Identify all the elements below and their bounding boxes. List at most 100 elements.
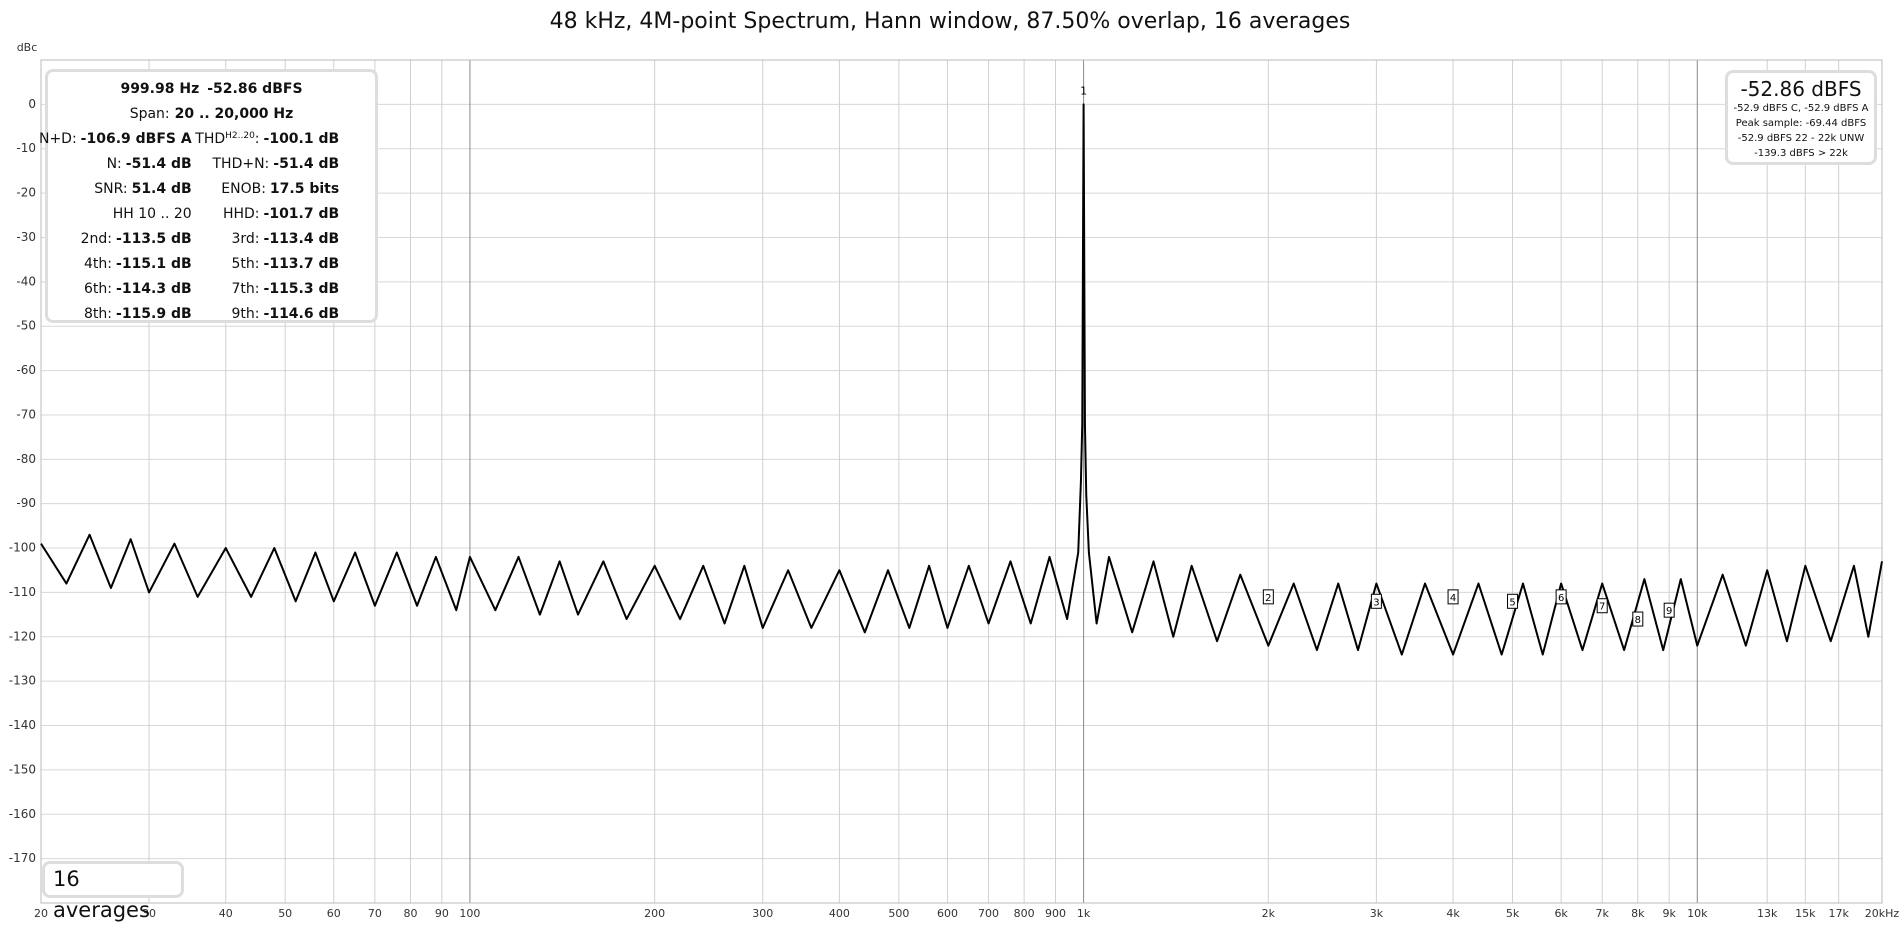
info-cell: HH 10 .. 20 (48, 206, 202, 222)
readout-line: -139.3 dBFS > 22k (1754, 148, 1848, 159)
spectrum-line (40, 103, 1883, 656)
y-tick-label: -90 (16, 496, 36, 510)
y-tick-label: -110 (9, 585, 36, 599)
level: -52.86 dBFS (207, 80, 303, 97)
marker-box (1507, 593, 1519, 609)
x-tick-label: 15k (1795, 907, 1816, 920)
info-cell: 3rd: -113.4 dB (202, 231, 366, 247)
x-tick-label: 20kHz (1865, 907, 1900, 920)
info-row: 999.98 Hz -52.86 dBFS (48, 76, 375, 101)
y-axis-label: dBc (17, 41, 38, 54)
harmonic-marker: 7 (1596, 598, 1608, 614)
x-tick-label: 13k (1757, 907, 1778, 920)
y-tick-label: -150 (9, 762, 36, 776)
x-tick-label: 70 (368, 907, 382, 920)
y-tick-label: -60 (16, 363, 36, 377)
info-cell: N+D: -106.9 dBFS A (39, 131, 202, 147)
metric-value: -115.1 dB (116, 255, 192, 272)
x-tick-label: 4k (1446, 907, 1460, 920)
x-tick-label: 900 (1045, 907, 1066, 920)
info-cell: 7th: -115.3 dB (202, 281, 366, 297)
readout-line: -52.9 dBFS 22 - 22k UNW (1737, 133, 1865, 144)
x-tick-label: 20 (34, 907, 48, 920)
marker-label: 5 (1509, 597, 1515, 608)
info-row: Span: 20 .. 20,000 Hz (48, 101, 375, 126)
y-tick-label: -30 (16, 230, 36, 244)
info-row: HH 10 .. 20 HHD: -101.7 dB (48, 201, 375, 226)
metric-label: 5th: (231, 255, 260, 272)
y-tick-label: -70 (16, 407, 36, 421)
metric-value: -114.3 dB (116, 280, 192, 297)
metric-label: 9th: (231, 305, 260, 322)
info-cell: HHD: -101.7 dB (202, 206, 366, 222)
info-cell: 5th: -113.7 dB (202, 256, 366, 272)
info-cell: N: -51.4 dB (48, 156, 202, 172)
averages-badge: 16 averages (42, 861, 184, 922)
metric-value: -51.4 dB (273, 155, 340, 172)
marker-box (1262, 589, 1274, 605)
metric-label: N+D: (38, 130, 77, 147)
y-tick-label: -100 (9, 541, 36, 555)
x-tick-label: 6k (1554, 907, 1568, 920)
metric-label: N: (106, 155, 122, 172)
metric-label: 6th: (84, 280, 113, 297)
y-tick-label: -170 (9, 851, 36, 865)
harmonic-marker: 9 (1663, 602, 1675, 618)
harmonic-marker: 4 (1447, 589, 1459, 605)
x-tick-label: 100 (459, 907, 480, 920)
marker-box (1632, 611, 1644, 627)
metric-label: ENOB: (221, 180, 266, 197)
y-tick-label: 0 (28, 97, 36, 111)
harmonic-marker: 1 (1080, 84, 1087, 97)
info-row: 2nd: -113.5 dB 3rd: -113.4 dB (48, 226, 375, 251)
info-row: 6th: -114.3 dB 7th: -115.3 dB (48, 276, 375, 301)
metric-label: THD+N: (212, 155, 270, 172)
info-panel: 999.98 Hz -52.86 dBFS Span: 20 .. 20,000 Hz… (39, 69, 378, 323)
metric-label: 4th: (84, 255, 113, 272)
info-cell: 4th: -115.1 dB (48, 256, 202, 272)
metric-value: -114.6 dB (263, 305, 340, 322)
info-row: 4th: -115.1 dB 5th: -113.7 dB (48, 251, 375, 276)
harmonic-marker: 2 (1262, 589, 1274, 605)
info-cell: THD H2..20: -100.1 dB (195, 130, 366, 147)
marker-box (1596, 598, 1608, 614)
chart-title: 48 kHz, 4M-point Spectrum, Hann window, … (550, 9, 1351, 34)
info-cell: SNR: 51.4 dB (48, 181, 202, 197)
info-row: SNR: 51.4 dB ENOB: 17.5 bits (48, 176, 375, 201)
y-tick-label: -120 (9, 629, 36, 643)
metric-label: 3rd: (231, 230, 260, 247)
info-cell: 8th: -115.9 dB (48, 306, 202, 322)
info-row: N+D: -106.9 dBFS A THD H2..20: -100.1 dB (39, 126, 375, 151)
x-tick-label: 9k (1663, 907, 1677, 920)
readout-panel: -52.86 dBFS -52.9 dBFS C, -52.9 dBFS A Pea… (1725, 70, 1877, 165)
metric-label: HH 10 .. 20 (112, 205, 192, 222)
metric-value: -115.9 dB (116, 305, 192, 322)
metric-value: -113.7 dB (263, 255, 340, 272)
x-tick-label: 500 (888, 907, 909, 920)
y-tick-label: -160 (9, 807, 36, 821)
marker-label: 7 (1599, 602, 1605, 613)
marker-box (1555, 589, 1567, 605)
marker-label: 3 (1373, 597, 1379, 608)
x-tick-label: 90 (435, 907, 449, 920)
marker-box (1663, 602, 1675, 618)
marker-box (1447, 589, 1459, 605)
metric-subscript: H2..20 (225, 130, 255, 141)
metric-value: -113.5 dB (116, 230, 192, 247)
info-cell: 6th: -114.3 dB (48, 281, 202, 297)
info-cell: 2nd: -113.5 dB (48, 231, 202, 247)
readout-line: -52.9 dBFS C, -52.9 dBFS A (1733, 103, 1869, 114)
x-tick-label: 3k (1370, 907, 1384, 920)
plot-frame (40, 59, 1883, 904)
metric-value: -115.3 dB (263, 280, 340, 297)
x-tick-label: 8k (1631, 907, 1645, 920)
info-row: N: -51.4 dB THD+N: -51.4 dB (48, 151, 375, 176)
x-tick-label: 40 (219, 907, 233, 920)
harmonic-marker: 8 (1632, 611, 1644, 627)
y-tick-label: -80 (16, 452, 36, 466)
x-tick-label: 700 (978, 907, 999, 920)
harmonic-marker: 3 (1370, 593, 1382, 609)
metric-value: -100.1 dB (263, 130, 340, 147)
harmonic-marker: 5 (1507, 593, 1519, 609)
